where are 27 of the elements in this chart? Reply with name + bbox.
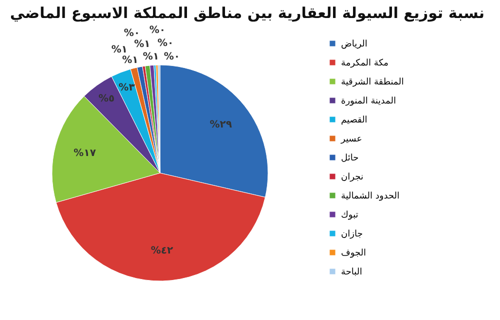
data-label: %١ xyxy=(134,39,150,50)
legend-label: الرياض xyxy=(341,40,368,50)
data-label: %٣ xyxy=(118,82,135,94)
data-label: %١ xyxy=(142,51,159,62)
chart-title: نسبة توزيع السيولة العقارية بين مناطق المملكة الاسبوع الماضي xyxy=(10,4,485,22)
legend-label: نجران xyxy=(341,172,364,182)
legend-label: المنطقة الشرقية xyxy=(341,78,404,88)
data-label: %١٧ xyxy=(74,148,96,160)
data-label: %٥ xyxy=(98,93,115,104)
data-label: %١ xyxy=(111,44,128,56)
legend-label: الباحة xyxy=(341,268,362,278)
legend-label: تبوك xyxy=(341,210,359,220)
legend-label: الحدود الشمالية xyxy=(341,192,400,202)
legend-label: مكة المكرمة xyxy=(341,58,389,68)
legend-label: عسير xyxy=(340,134,362,144)
legend-label: حائل xyxy=(341,154,359,164)
legend-label: المدينة المنورة xyxy=(341,96,396,106)
data-label: %٢٩ xyxy=(210,120,232,131)
data-label: %٠ xyxy=(124,28,140,39)
data-label: %٤٢ xyxy=(150,246,174,257)
data-label: %٠ xyxy=(157,38,174,50)
data-label: %٠ xyxy=(149,25,166,36)
data-label: %١ xyxy=(122,54,138,66)
legend-label: جازان xyxy=(341,230,363,240)
data-label: %٠ xyxy=(164,52,180,63)
legend-label: القصيم xyxy=(341,116,368,126)
legend-label: الجوف xyxy=(341,248,366,258)
